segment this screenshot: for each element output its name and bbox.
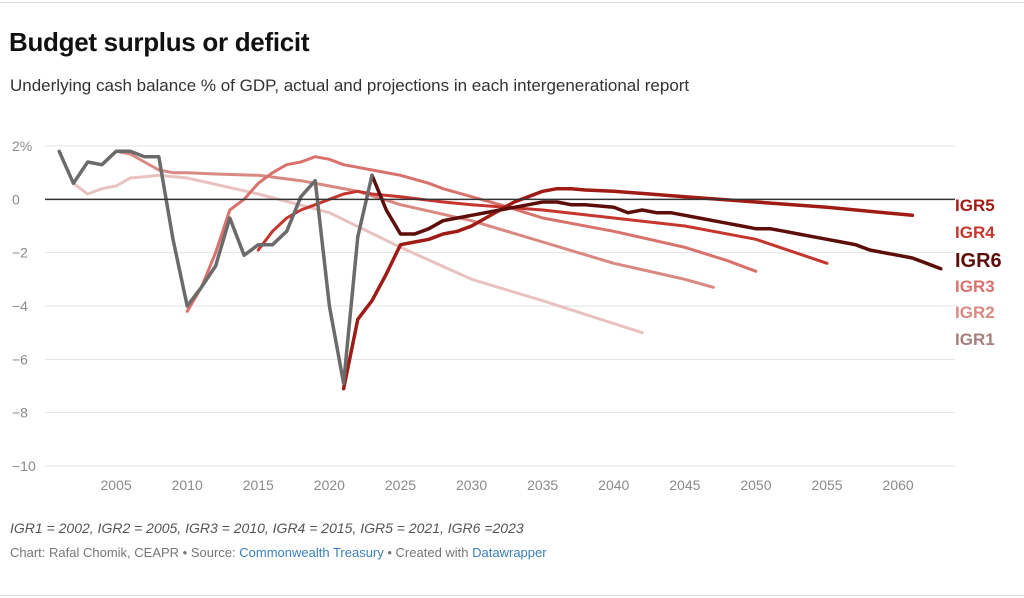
- y-tick-label: 0: [12, 191, 20, 207]
- series-line-igr2: [114, 149, 715, 289]
- series-label-igr5: IGR5: [955, 196, 995, 215]
- chart-subtitle: Underlying cash balance % of GDP, actual…: [10, 76, 690, 95]
- line-chart: 2% 0 −2 −4 −6 −8 −10 2005 2010 2015 2020 2025 2030 20…: [12, 138, 1002, 493]
- y-tick-label: 2%: [12, 138, 32, 154]
- x-tick-label: 2005: [101, 477, 132, 493]
- x-tick-label: 2045: [669, 477, 700, 493]
- bottom-divider: [0, 595, 1024, 596]
- x-tick-label: 2030: [456, 477, 487, 493]
- x-tick-label: 2050: [740, 477, 771, 493]
- chart-title: Budget surplus or deficit: [9, 27, 310, 57]
- x-tick-label: 2015: [243, 477, 274, 493]
- y-tick-label: −4: [12, 298, 28, 314]
- top-divider: [0, 2, 1024, 3]
- y-tick-label: −6: [12, 351, 28, 367]
- igr-year-note: IGR1 = 2002, IGR2 = 2005, IGR3 = 2010, I…: [10, 520, 524, 536]
- y-tick-label: −2: [12, 245, 28, 261]
- y-tick-label: −8: [12, 405, 28, 421]
- source-label: Source:: [190, 545, 240, 560]
- series-label-igr6: IGR6: [955, 250, 1002, 272]
- chart-credit: Chart: Rafal Chomik, CEAPR • Source: Com…: [10, 545, 547, 560]
- series-line-igr6: [370, 173, 943, 271]
- x-tick-label: 2020: [314, 477, 345, 493]
- series-label-igr4: IGR4: [955, 223, 995, 242]
- x-tick-label: 2055: [811, 477, 842, 493]
- x-tick-label: 2035: [527, 477, 558, 493]
- series-line-actual: [57, 149, 374, 386]
- chart-author: Chart: Rafal Chomik, CEAPR: [10, 545, 180, 560]
- y-tick-label: −10: [12, 458, 36, 474]
- credit-separator: •: [383, 545, 396, 560]
- created-with-label: Created with: [395, 545, 473, 560]
- credit-separator: •: [179, 545, 191, 560]
- x-tick-label: 2060: [883, 477, 914, 493]
- series-line-igr1: [71, 173, 644, 335]
- series-label-igr1: IGR1: [955, 330, 995, 349]
- x-tick-label: 2040: [598, 477, 629, 493]
- series-label-igr2: IGR2: [955, 303, 995, 322]
- source-link[interactable]: Commonwealth Treasury: [239, 545, 384, 560]
- x-tick-label: 2010: [172, 477, 203, 493]
- series-line-igr3: [185, 155, 758, 313]
- datawrapper-link[interactable]: Datawrapper: [472, 545, 547, 560]
- x-tick-label: 2025: [385, 477, 416, 493]
- series-label-igr3: IGR3: [955, 277, 995, 296]
